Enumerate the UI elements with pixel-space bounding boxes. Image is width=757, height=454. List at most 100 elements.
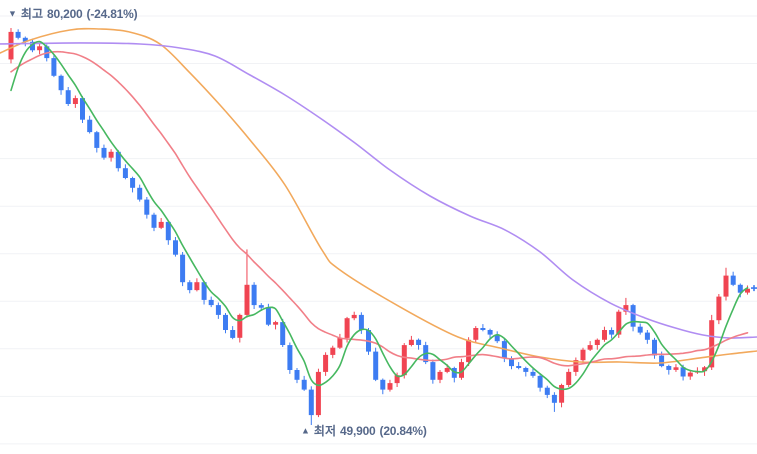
candle[interactable]	[716, 294, 722, 325]
candle[interactable]	[237, 313, 243, 343]
candle[interactable]	[666, 364, 672, 375]
candle[interactable]	[387, 379, 393, 392]
candle[interactable]	[466, 337, 472, 366]
candle[interactable]	[230, 326, 236, 340]
candle[interactable]	[551, 392, 557, 412]
candle[interactable]	[287, 342, 293, 374]
candle[interactable]	[494, 331, 500, 344]
candle[interactable]	[473, 326, 479, 344]
candle[interactable]	[480, 324, 486, 332]
candle[interactable]	[115, 149, 121, 172]
candle[interactable]	[201, 280, 207, 305]
candle[interactable]	[430, 359, 436, 384]
candle[interactable]	[351, 311, 357, 321]
candle[interactable]	[523, 366, 529, 377]
candle-body	[394, 375, 400, 384]
candle[interactable]	[451, 366, 457, 383]
candle[interactable]	[416, 338, 422, 350]
candle-body	[137, 187, 143, 200]
candle[interactable]	[151, 212, 157, 232]
candle-body	[165, 221, 171, 241]
candle[interactable]	[215, 302, 221, 319]
candle-body	[559, 385, 565, 403]
candle[interactable]	[609, 327, 615, 339]
candle[interactable]	[637, 323, 643, 335]
candle[interactable]	[130, 176, 136, 193]
candle-body	[301, 379, 307, 390]
candle[interactable]	[437, 370, 443, 384]
candle[interactable]	[459, 358, 464, 380]
candle[interactable]	[8, 28, 14, 64]
candle[interactable]	[602, 326, 607, 342]
candle[interactable]	[537, 373, 543, 392]
candle[interactable]	[137, 184, 143, 202]
candle[interactable]	[187, 280, 193, 294]
candle[interactable]	[566, 368, 572, 387]
candle[interactable]	[108, 149, 114, 162]
candle[interactable]	[301, 375, 307, 391]
candle[interactable]	[244, 249, 250, 318]
candle-body	[358, 314, 364, 330]
candle[interactable]	[380, 378, 386, 395]
candle[interactable]	[173, 237, 178, 257]
candle[interactable]	[223, 313, 228, 334]
candle[interactable]	[745, 285, 750, 295]
candle[interactable]	[87, 115, 93, 134]
candle[interactable]	[101, 144, 107, 160]
candle[interactable]	[580, 347, 586, 364]
candle[interactable]	[559, 383, 565, 408]
candle[interactable]	[37, 43, 43, 55]
high-label: 최고	[20, 7, 44, 21]
candle[interactable]	[194, 278, 200, 292]
candle[interactable]	[623, 297, 629, 315]
candle[interactable]	[687, 370, 693, 380]
candle[interactable]	[51, 54, 57, 78]
candle[interactable]	[694, 367, 700, 374]
candle[interactable]	[122, 164, 128, 180]
candle[interactable]	[337, 333, 343, 349]
candle[interactable]	[408, 335, 414, 347]
candle[interactable]	[80, 96, 85, 123]
candle-body	[551, 394, 557, 403]
candle[interactable]	[573, 357, 579, 376]
candle-body	[158, 221, 164, 228]
candle[interactable]	[273, 320, 279, 330]
candle[interactable]	[644, 330, 650, 344]
candle[interactable]	[516, 362, 522, 370]
candle[interactable]	[594, 338, 600, 350]
candle[interactable]	[294, 368, 300, 384]
candle[interactable]	[165, 220, 171, 245]
candle[interactable]	[673, 364, 679, 372]
candle[interactable]	[58, 74, 64, 95]
candle[interactable]	[487, 328, 493, 340]
candle[interactable]	[587, 341, 593, 351]
candle[interactable]	[544, 385, 550, 399]
candle[interactable]	[251, 282, 257, 309]
candle[interactable]	[65, 87, 71, 106]
candle[interactable]	[144, 197, 150, 219]
candle[interactable]	[530, 368, 536, 378]
low-price-annotation: ▲ 최저 49,900 (20.84%)	[301, 424, 427, 438]
candle[interactable]	[180, 252, 186, 287]
candle[interactable]	[330, 345, 336, 359]
candle[interactable]	[373, 347, 379, 382]
candle-body	[509, 358, 514, 367]
candle-body	[609, 330, 615, 335]
high-price-annotation: ▼ 최고 80,200 (-24.81%)	[8, 7, 138, 21]
candle[interactable]	[208, 296, 214, 308]
candle[interactable]	[72, 95, 78, 108]
candle-body	[444, 368, 450, 372]
candle[interactable]	[730, 271, 736, 287]
candle[interactable]	[723, 267, 729, 301]
candle[interactable]	[280, 318, 286, 347]
candle[interactable]	[323, 352, 329, 376]
candle[interactable]	[308, 386, 314, 425]
candle[interactable]	[652, 337, 657, 359]
candle[interactable]	[94, 130, 100, 153]
candle[interactable]	[15, 29, 21, 40]
candle[interactable]	[401, 343, 407, 379]
candle[interactable]	[630, 303, 636, 332]
candle[interactable]	[158, 218, 164, 230]
candle[interactable]	[315, 368, 321, 418]
